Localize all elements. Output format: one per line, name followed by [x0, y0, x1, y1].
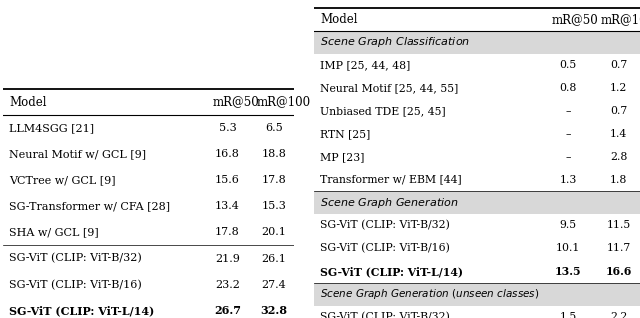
Text: 16.8: 16.8 [215, 149, 240, 159]
Text: Model: Model [9, 96, 47, 108]
Text: Neural Motif [25, 44, 55]: Neural Motif [25, 44, 55] [320, 83, 458, 93]
Text: –: – [566, 152, 571, 162]
Text: 0.7: 0.7 [610, 106, 627, 116]
Text: 16.6: 16.6 [605, 266, 632, 277]
Text: 0.8: 0.8 [559, 83, 577, 93]
Text: 1.5: 1.5 [559, 312, 577, 318]
Text: mR@100: mR@100 [257, 96, 310, 108]
Bar [314, 191, 640, 214]
Text: mR@50: mR@50 [213, 96, 260, 108]
Text: 17.8: 17.8 [215, 227, 240, 238]
Text: SG-ViT (CLIP: ViT-B/32): SG-ViT (CLIP: ViT-B/32) [320, 312, 450, 318]
Bar [314, 283, 640, 306]
Text: SG-ViT (CLIP: ViT-L/14): SG-ViT (CLIP: ViT-L/14) [9, 305, 154, 316]
Bar [314, 31, 640, 54]
Text: 11.7: 11.7 [607, 243, 631, 253]
Text: $\mathit{Scene\ Graph\ Generation}$: $\mathit{Scene\ Graph\ Generation}$ [320, 196, 459, 210]
Text: 2.2: 2.2 [610, 312, 627, 318]
Text: 1.8: 1.8 [610, 175, 627, 185]
Text: 26.7: 26.7 [214, 305, 241, 316]
Text: 20.1: 20.1 [262, 227, 287, 238]
Text: 17.8: 17.8 [262, 175, 286, 185]
Text: SG-ViT (CLIP: ViT-B/16): SG-ViT (CLIP: ViT-B/16) [320, 243, 450, 253]
Text: SG-Transformer w/ CFA [28]: SG-Transformer w/ CFA [28] [9, 201, 170, 211]
Text: mR@50: mR@50 [552, 13, 598, 26]
Text: MP [23]: MP [23] [320, 152, 365, 162]
Text: SHA w/ GCL [9]: SHA w/ GCL [9] [9, 227, 99, 238]
Text: 10.1: 10.1 [556, 243, 580, 253]
Text: 32.8: 32.8 [260, 305, 287, 316]
Text: 9.5: 9.5 [559, 220, 577, 231]
Text: VCTree w/ GCL [9]: VCTree w/ GCL [9] [9, 175, 116, 185]
Text: $\mathit{Scene\ Graph\ Classification}$: $\mathit{Scene\ Graph\ Classification}$ [320, 35, 470, 49]
Text: SG-ViT (CLIP: ViT-L/14): SG-ViT (CLIP: ViT-L/14) [320, 266, 463, 277]
Text: SG-ViT (CLIP: ViT-B/32): SG-ViT (CLIP: ViT-B/32) [320, 220, 450, 231]
Text: 26.1: 26.1 [262, 253, 287, 264]
Text: $\mathit{Scene\ Graph\ Generation\ (unseen\ classes)}$: $\mathit{Scene\ Graph\ Generation\ (unse… [320, 287, 540, 301]
Text: 2.8: 2.8 [610, 152, 627, 162]
Text: –: – [566, 106, 571, 116]
Text: SG-ViT (CLIP: ViT-B/32): SG-ViT (CLIP: ViT-B/32) [9, 253, 142, 264]
Text: 15.6: 15.6 [215, 175, 240, 185]
Text: LLM4SGG [21]: LLM4SGG [21] [9, 123, 94, 133]
Text: 1.2: 1.2 [610, 83, 627, 93]
Text: 13.5: 13.5 [555, 266, 582, 277]
Text: 21.9: 21.9 [215, 253, 240, 264]
Text: 5.3: 5.3 [218, 123, 236, 133]
Text: –: – [566, 129, 571, 139]
Text: 18.8: 18.8 [262, 149, 287, 159]
Text: IMP [25, 44, 48]: IMP [25, 44, 48] [320, 60, 410, 70]
Text: Model: Model [320, 13, 358, 26]
Text: 11.5: 11.5 [607, 220, 631, 231]
Text: 1.3: 1.3 [559, 175, 577, 185]
Text: 15.3: 15.3 [262, 201, 287, 211]
Text: Unbiased TDE [25, 45]: Unbiased TDE [25, 45] [320, 106, 445, 116]
Text: 27.4: 27.4 [262, 280, 286, 290]
Text: Transformer w/ EBM [44]: Transformer w/ EBM [44] [320, 175, 461, 185]
Text: 13.4: 13.4 [215, 201, 240, 211]
Text: SG-ViT (CLIP: ViT-B/16): SG-ViT (CLIP: ViT-B/16) [9, 280, 142, 290]
Text: 1.4: 1.4 [610, 129, 627, 139]
Text: 0.7: 0.7 [610, 60, 627, 70]
Text: RTN [25]: RTN [25] [320, 129, 371, 139]
Text: Neural Motif w/ GCL [9]: Neural Motif w/ GCL [9] [9, 149, 146, 159]
Text: 6.5: 6.5 [265, 123, 283, 133]
Text: 23.2: 23.2 [215, 280, 240, 290]
Text: mR@100: mR@100 [601, 13, 640, 26]
Text: 0.5: 0.5 [559, 60, 577, 70]
